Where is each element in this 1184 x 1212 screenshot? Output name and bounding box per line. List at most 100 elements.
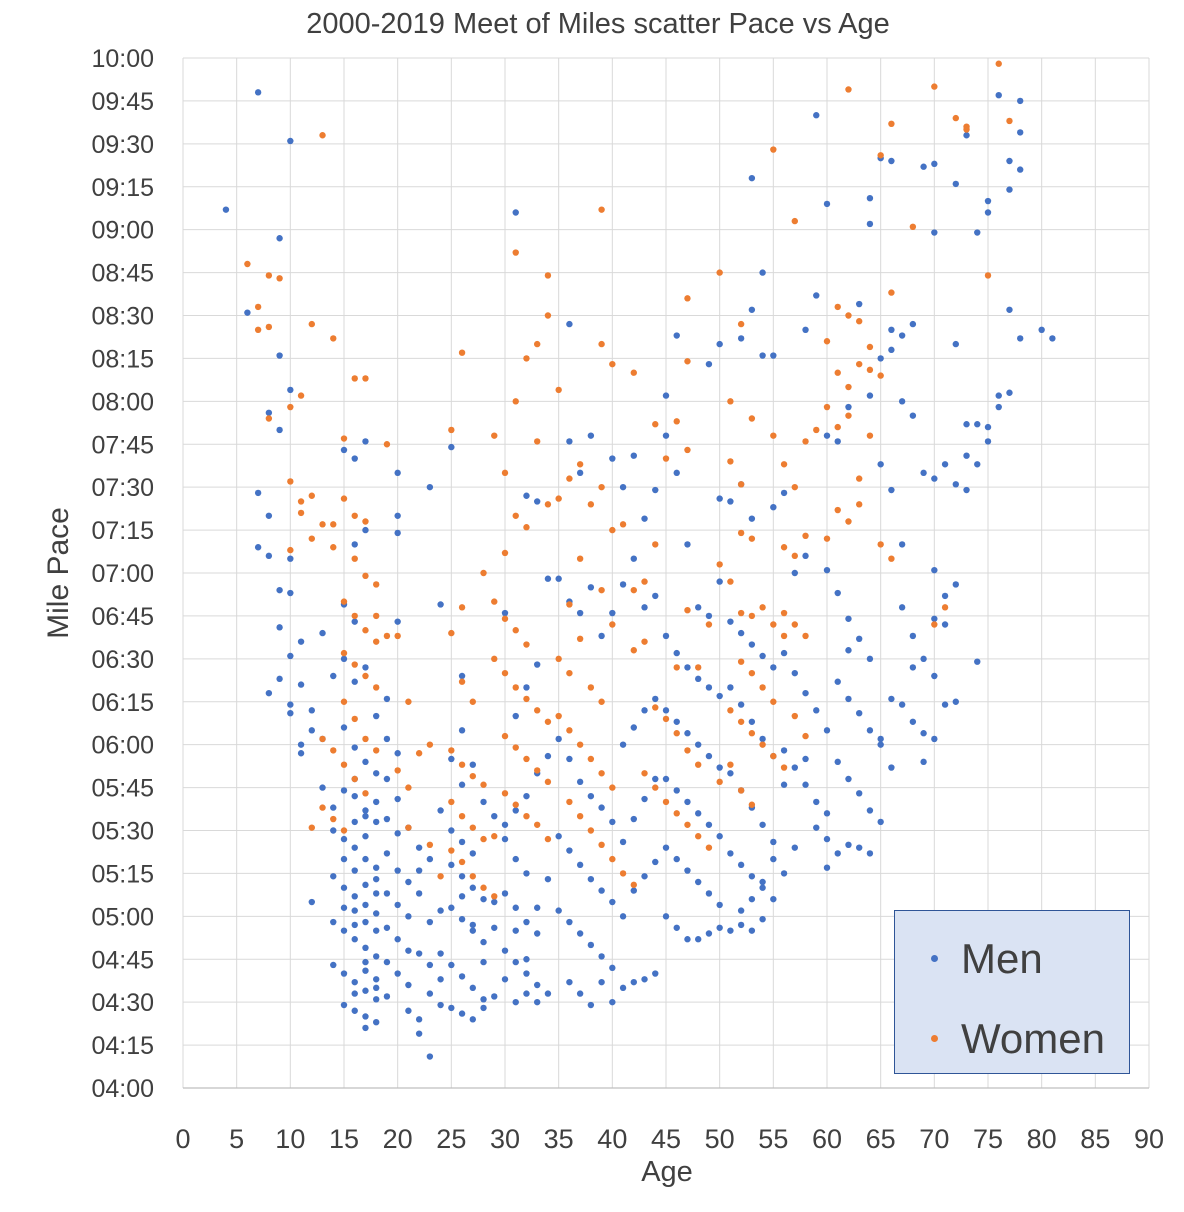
- point-men: [512, 807, 519, 814]
- point-men: [383, 775, 391, 783]
- y-tick-label: 08:15: [91, 345, 154, 373]
- point-men: [523, 492, 530, 499]
- point-men: [287, 589, 294, 597]
- point-women: [297, 509, 305, 517]
- point-women: [480, 569, 487, 577]
- point-men: [673, 332, 680, 339]
- point-women: [823, 338, 831, 345]
- point-men: [598, 953, 605, 960]
- y-tick-label: 08:45: [91, 260, 154, 288]
- point-men: [748, 927, 756, 934]
- point-men: [555, 907, 562, 914]
- point-women: [748, 535, 756, 542]
- point-women: [501, 469, 509, 477]
- point-men: [276, 426, 283, 434]
- point-men: [254, 489, 262, 497]
- point-men: [351, 844, 358, 851]
- point-men: [866, 194, 874, 202]
- y-tick-label: 06:45: [91, 603, 154, 631]
- point-women: [576, 461, 584, 468]
- point-men: [619, 483, 627, 491]
- point-women: [501, 615, 509, 622]
- point-women: [448, 847, 455, 854]
- point-men: [340, 835, 348, 843]
- point-women: [598, 698, 605, 705]
- point-men: [491, 924, 498, 931]
- point-women: [587, 501, 595, 508]
- point-men: [759, 915, 766, 923]
- x-tick-label: 55: [758, 1124, 788, 1154]
- point-men: [330, 918, 337, 926]
- point-women: [426, 841, 434, 849]
- point-women: [641, 770, 648, 777]
- point-women: [684, 295, 691, 302]
- point-men: [780, 870, 788, 877]
- point-men: [351, 978, 358, 986]
- point-men: [802, 552, 809, 560]
- point-men: [641, 795, 648, 803]
- point-men: [909, 320, 917, 328]
- point-men: [888, 695, 895, 703]
- x-tick-label: 15: [329, 1124, 359, 1154]
- point-women: [469, 873, 476, 880]
- point-men: [630, 724, 637, 731]
- point-women: [362, 518, 369, 525]
- x-tick-label: 45: [651, 1124, 681, 1154]
- point-men: [287, 555, 294, 562]
- point-men: [480, 996, 487, 1003]
- point-women: [652, 704, 659, 711]
- point-men: [898, 604, 906, 611]
- point-women: [770, 698, 777, 705]
- point-women: [458, 604, 466, 611]
- point-men: [952, 180, 959, 188]
- point-women: [1006, 117, 1013, 125]
- x-tick-label: 35: [544, 1124, 574, 1154]
- point-women: [845, 383, 852, 391]
- point-women: [308, 492, 315, 499]
- point-men: [383, 850, 391, 857]
- point-women: [319, 521, 326, 528]
- point-women: [759, 684, 766, 691]
- x-axis-label: Age: [641, 1156, 693, 1188]
- point-women: [845, 518, 852, 525]
- x-tick-label: 80: [1027, 1124, 1057, 1154]
- point-men: [512, 927, 519, 934]
- point-women: [587, 755, 595, 763]
- point-men: [823, 432, 831, 439]
- point-women: [598, 206, 605, 213]
- point-men: [598, 978, 605, 986]
- point-women: [340, 495, 348, 502]
- point-women: [362, 735, 369, 743]
- point-men: [308, 707, 315, 714]
- point-men: [448, 1004, 455, 1012]
- point-men: [330, 827, 337, 834]
- point-men: [845, 775, 852, 783]
- point-women: [566, 669, 573, 677]
- point-men: [297, 750, 305, 757]
- point-men: [834, 589, 841, 597]
- point-men: [662, 392, 670, 399]
- point-men: [534, 661, 541, 668]
- point-men: [780, 649, 788, 657]
- point-women: [630, 586, 637, 594]
- point-men: [984, 423, 992, 431]
- point-women: [448, 426, 455, 434]
- point-men: [469, 761, 476, 768]
- point-women: [319, 132, 326, 139]
- point-men: [866, 727, 874, 734]
- point-women: [555, 655, 562, 663]
- point-women: [351, 661, 358, 668]
- point-men: [695, 810, 702, 817]
- point-men: [415, 844, 423, 851]
- point-men: [458, 915, 466, 923]
- point-men: [759, 269, 766, 276]
- point-men: [898, 398, 906, 405]
- point-men: [737, 861, 745, 869]
- point-women: [362, 572, 369, 580]
- point-men: [673, 469, 680, 477]
- point-women: [512, 744, 519, 751]
- point-women: [297, 392, 305, 399]
- point-men: [737, 701, 745, 708]
- point-women: [244, 260, 251, 268]
- point-women: [995, 60, 1002, 67]
